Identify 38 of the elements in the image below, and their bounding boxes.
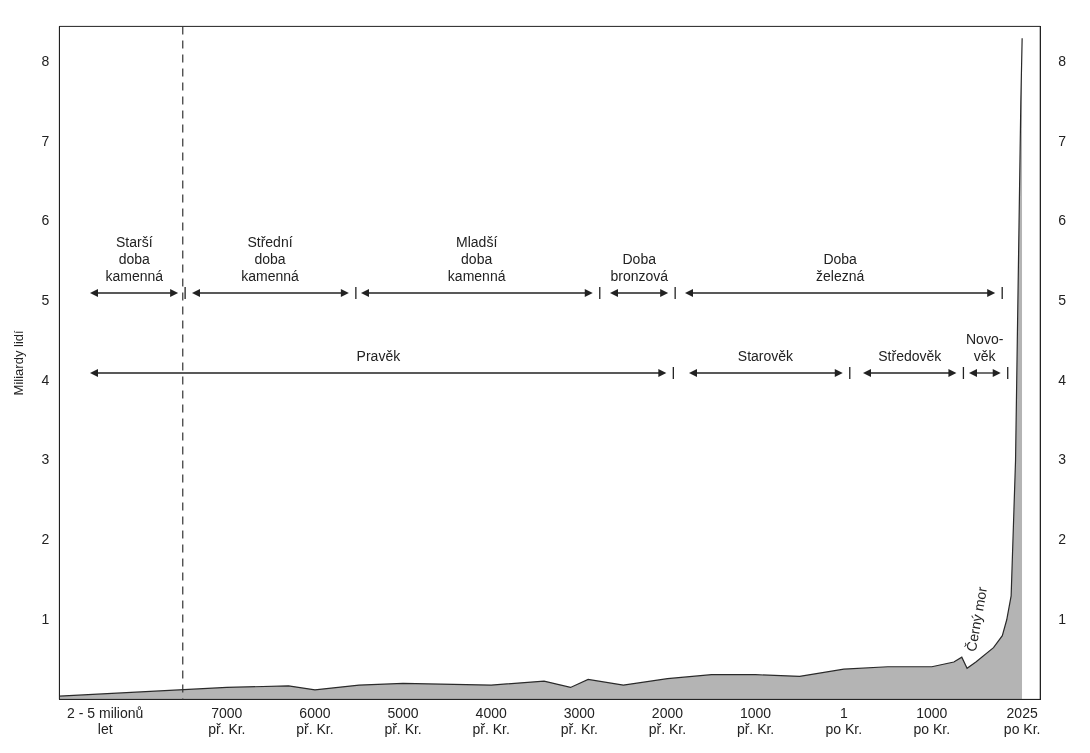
y2-tick-label: 1 [1058,610,1067,627]
annotation: Černý mor [962,585,990,653]
annotation: Střední doba kamenná [240,234,300,286]
x-tick-label: 5000 př. Kr. [384,704,422,738]
y2-tick-label: 7 [1058,132,1067,149]
y-tick-label: 5 [41,292,50,309]
y-tick-label: 6 [41,212,50,229]
y-axis-title: Miliardy lidí [11,330,27,396]
x-tick-label: 1 po Kr. [825,704,863,738]
x-tick-label: 1000 po Kr. [913,704,951,738]
y2-tick-label: 8 [1058,53,1067,70]
x-tick-label: 1000 př. Kr. [736,704,775,738]
x-tick-label: 6000 př. Kr. [296,704,334,738]
y2-tick-label: 6 [1058,212,1067,229]
annotation: Novo- věk [966,330,1004,364]
y-tick-label: 7 [41,132,50,149]
x-tick-label: 2 - 5 milionů let [67,704,144,738]
y-tick-label: 2 [41,530,50,547]
y-tick-label: 8 [41,53,50,70]
x-tick-label: 2025 po Kr. [1003,704,1041,738]
annotation: Doba bronzová [609,251,670,286]
annotation: Starší doba kamenná [104,234,165,286]
x-tick-label: 2000 př. Kr. [648,704,687,738]
annotation: Doba železná [815,251,866,286]
y-tick-label: 4 [41,371,50,388]
y2-tick-label: 5 [1058,292,1067,309]
y2-tick-label: 2 [1058,530,1067,547]
annotation: Mladší doba kamenná [446,234,507,286]
y-tick-label: 3 [41,451,50,468]
annotation: Starověk [736,347,795,365]
y2-tick-label: 3 [1058,451,1067,468]
y2-tick-label: 4 [1058,371,1067,388]
annotation: Pravěk [355,347,402,365]
annotation: Středověk [878,347,942,364]
x-tick-label: 3000 př. Kr. [560,704,598,738]
x-tick-label: 4000 př. Kr. [472,704,510,738]
x-tick-label: 7000 př. Kr. [208,704,246,738]
y-tick-label: 1 [41,610,50,627]
